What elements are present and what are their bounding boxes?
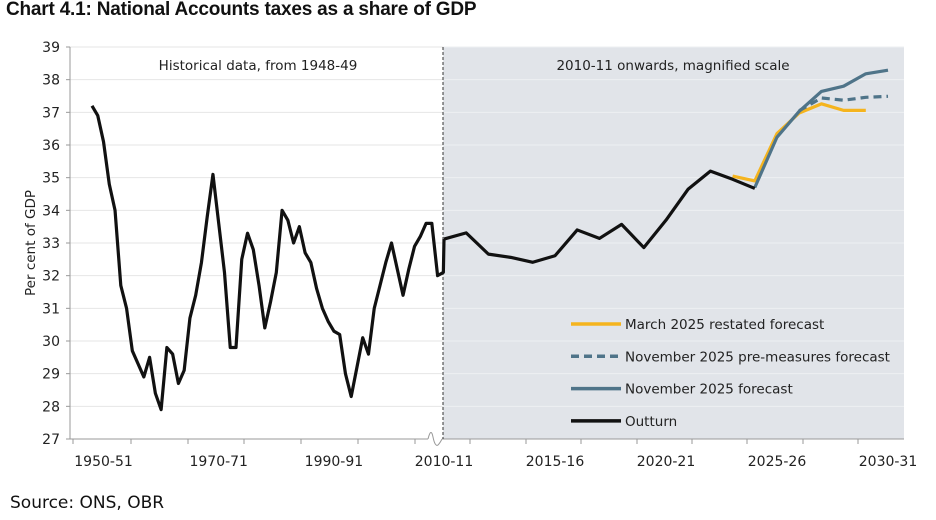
historical-panel-label: Historical data, from 1948-49	[159, 58, 358, 74]
source-note: Source: ONS, OBR	[10, 493, 165, 513]
chart-title: Chart 4.1: National Accounts taxes as a …	[6, 0, 477, 20]
y-tick-label: 36	[42, 138, 60, 154]
series-line-historical	[90, 104, 446, 412]
y-tick-label: 30	[42, 334, 60, 350]
y-tick-label: 35	[42, 171, 60, 187]
x-tick-label: 2025-26	[748, 454, 807, 470]
y-tick-label: 38	[42, 73, 60, 89]
x-tick-label: 1970-71	[189, 454, 248, 470]
x-tick-label: 1950-51	[74, 454, 133, 470]
x-tick-label: 2020-21	[637, 454, 696, 470]
y-tick-label: 29	[42, 367, 60, 383]
series-line-november-2025-pre-measures-forecast	[798, 94, 889, 113]
legend-label: November 2025 forecast	[625, 382, 793, 398]
y-tick-label: 31	[42, 301, 60, 317]
chart-svg: 27 28 29 30 31 32 33 34 35 36 37 38 39 1950-51 1970-71…	[23, 40, 918, 470]
legend-label: November 2025 pre-measures forecast	[625, 349, 890, 365]
y-axis-label: Per cent of GDP	[23, 190, 39, 296]
recent-panel-label: 2010-11 onwards, magnified scale	[556, 58, 789, 74]
y-tick-label: 33	[42, 236, 60, 252]
x-tick-label: 2015-16	[526, 454, 585, 470]
y-tick-label: 39	[42, 40, 60, 56]
x-tick-label: 2010-11	[415, 454, 474, 470]
y-tick-label: 34	[42, 203, 60, 219]
y-tick-label: 27	[42, 432, 60, 448]
legend-label: March 2025 restated forecast	[625, 317, 824, 333]
y-tick-label: 32	[42, 269, 60, 285]
x-tick-label: 1990-91	[305, 454, 364, 470]
x-tick-label: 2030-31	[859, 454, 918, 470]
y-tick-label: 28	[42, 399, 60, 415]
axis-break-icon	[427, 432, 443, 446]
legend-label: Outturn	[625, 414, 677, 430]
y-tick-label: 37	[42, 105, 60, 121]
